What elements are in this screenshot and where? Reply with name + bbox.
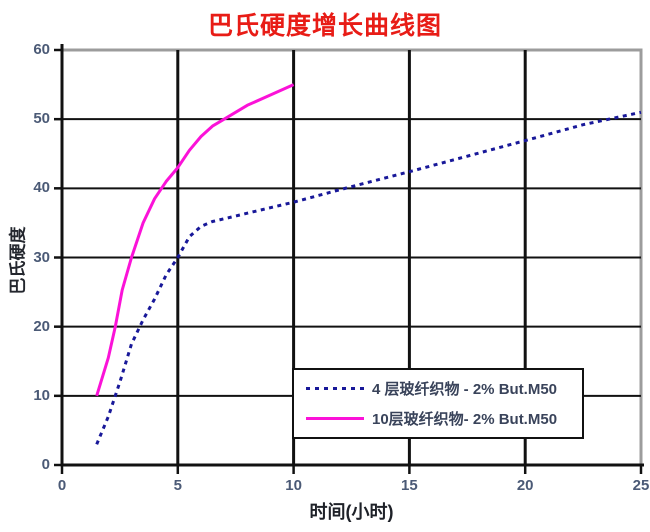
y-tick-label: 30 (33, 248, 50, 266)
legend-line-sample-solid (306, 416, 364, 420)
x-axis-title: 时间(小时) (309, 502, 394, 522)
x-tick-label: 0 (57, 477, 67, 494)
y-tick-label: 20 (33, 317, 50, 335)
series-line-1 (95, 83, 295, 397)
chart-title: 巴氏硬度增长曲线图 (207, 12, 442, 40)
y-tick-label: 40 (33, 179, 50, 197)
y-tick-label: 0 (41, 456, 50, 473)
y-tick-label: 60 (33, 41, 50, 58)
x-tick-label: 25 (632, 477, 650, 494)
legend-item: 4 层玻纤织物 - 2% But.M50 (294, 378, 582, 399)
legend-item: 10层玻纤织物- 2% But.M50 (294, 408, 582, 429)
x-tick-label: 20 (516, 477, 534, 494)
legend-line-sample-dotted (306, 387, 364, 391)
y-tick-label: 50 (33, 110, 50, 128)
y-tick-label: 10 (33, 386, 50, 404)
x-tick-label: 15 (401, 477, 418, 494)
x-tick-label: 10 (285, 477, 302, 494)
legend-label: 10层玻纤织物- 2% But.M50 (372, 410, 558, 428)
x-tick-label: 5 (173, 477, 182, 494)
legend-label: 4 层玻纤织物 - 2% But.M50 (372, 381, 558, 399)
series-line-0 (95, 110, 642, 445)
legend: 4 层玻纤织物 - 2% But.M50 10层玻纤织物- 2% But.M50 (292, 368, 584, 439)
